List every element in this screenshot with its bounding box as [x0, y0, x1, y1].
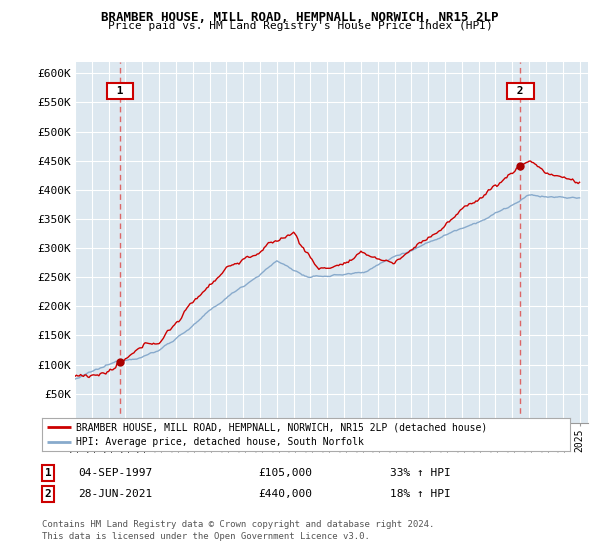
Text: 1: 1: [110, 86, 130, 96]
Text: HPI: Average price, detached house, South Norfolk: HPI: Average price, detached house, Sout…: [76, 437, 364, 447]
Text: This data is licensed under the Open Government Licence v3.0.: This data is licensed under the Open Gov…: [42, 532, 370, 541]
Text: 18% ↑ HPI: 18% ↑ HPI: [390, 489, 451, 499]
Text: Price paid vs. HM Land Registry's House Price Index (HPI): Price paid vs. HM Land Registry's House …: [107, 21, 493, 31]
Text: 33% ↑ HPI: 33% ↑ HPI: [390, 468, 451, 478]
Text: 2: 2: [44, 489, 52, 499]
Text: £105,000: £105,000: [258, 468, 312, 478]
Text: BRAMBER HOUSE, MILL ROAD, HEMPNALL, NORWICH, NR15 2LP (detached house): BRAMBER HOUSE, MILL ROAD, HEMPNALL, NORW…: [76, 422, 488, 432]
Text: 28-JUN-2021: 28-JUN-2021: [78, 489, 152, 499]
Text: 04-SEP-1997: 04-SEP-1997: [78, 468, 152, 478]
Text: 2: 2: [510, 86, 530, 96]
Text: £440,000: £440,000: [258, 489, 312, 499]
Text: BRAMBER HOUSE, MILL ROAD, HEMPNALL, NORWICH, NR15 2LP: BRAMBER HOUSE, MILL ROAD, HEMPNALL, NORW…: [101, 11, 499, 24]
Text: 1: 1: [44, 468, 52, 478]
Text: Contains HM Land Registry data © Crown copyright and database right 2024.: Contains HM Land Registry data © Crown c…: [42, 520, 434, 529]
